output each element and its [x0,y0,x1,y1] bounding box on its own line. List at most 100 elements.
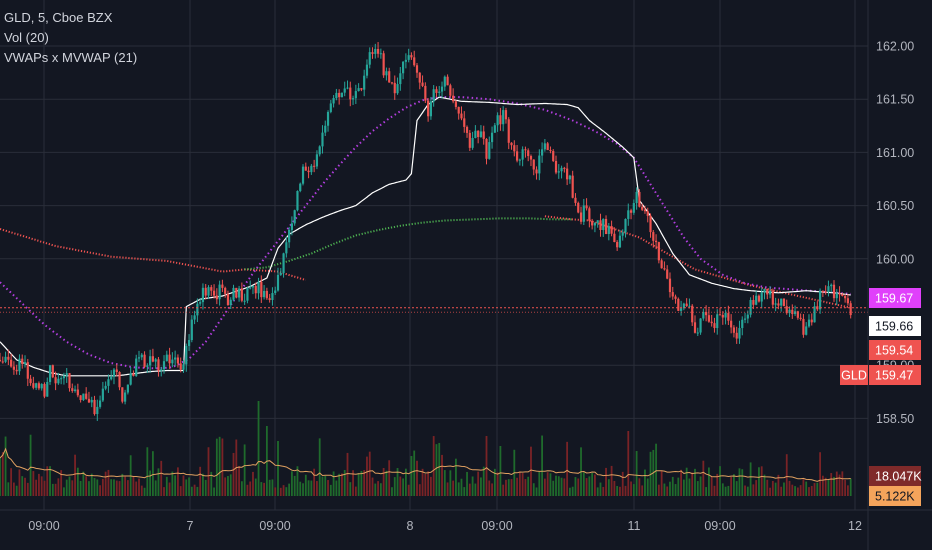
price-tick-label: 160.50 [876,199,914,213]
candle-body [568,175,571,180]
volume-bar [324,475,327,496]
candle-body [32,383,35,388]
candle-body [613,233,616,243]
volume-bar [29,434,32,496]
volume-bar [338,473,341,496]
candle-body [132,373,135,376]
candle-body [221,284,224,288]
candle-body [524,149,527,151]
volume-bar [246,484,249,496]
candle-body [768,290,772,295]
volume-bar [71,480,74,496]
candle-body [162,361,166,370]
candle-body [471,137,474,148]
volume-bar [416,460,418,496]
candle-body [413,57,416,66]
candle-body [629,210,633,213]
volume-bar [566,441,569,496]
volume-bar [346,452,349,496]
volume-bar [510,479,513,496]
candle-body [763,288,766,293]
volume-bar [332,471,335,496]
candle-body [126,384,129,393]
volume-bar [293,475,296,496]
candle-body [112,369,116,377]
volume-bar [318,438,321,496]
volume-bar [760,466,763,496]
candle-body [218,284,221,300]
volume-bar [710,476,713,496]
candle-body [421,82,424,86]
volume-bar [485,436,488,496]
candle-body [257,281,260,294]
volume-bar [649,451,652,496]
candle-body [23,362,27,365]
volume-bar [341,473,343,496]
candle-body [777,303,780,306]
volume-bar [238,466,240,496]
candle-body [755,295,758,305]
volume-bar [771,480,774,496]
volume-bar [93,477,96,496]
candle-body [710,321,713,324]
volume-bar [830,473,833,496]
legend-indicator[interactable]: VWAPs x MVWAP (21) [4,50,138,65]
volume-bar [460,478,463,496]
candle-body [702,312,705,319]
candle-body [460,113,463,119]
candle-body [90,399,93,403]
volume-bar [610,465,613,496]
candle-body [224,287,227,294]
volume-bar [257,401,260,496]
candle-body [554,160,558,173]
candle-body [496,115,499,126]
candle-body [265,290,268,299]
candle-body [65,373,68,376]
candle-body [268,298,271,301]
candle-body [204,287,207,296]
volume-bar [755,480,758,496]
candle-body [835,292,838,299]
volume-bar [591,472,594,496]
volume-bar [574,477,577,496]
candle-body [452,95,455,102]
legend-volume[interactable]: Vol (20) [4,30,49,45]
candle-body [844,296,847,299]
candle-body [591,220,594,226]
volume-bar [24,477,26,496]
time-tick-label: 09:00 [704,519,735,533]
volume-bar [354,486,357,496]
volume-bar [635,451,638,496]
candle-body [821,290,824,292]
candle-body [632,203,635,213]
volume-bar [713,485,716,496]
candle-body [743,318,747,320]
volume-bar [210,471,213,496]
volume-bar [552,480,555,496]
volume-bar [188,477,190,496]
candle-body [438,91,441,93]
volume-bar [805,481,808,496]
candle-body [135,358,138,376]
volume-bar [482,466,485,496]
volume-bar [7,482,10,496]
candle-body [71,388,74,391]
volume-bar [796,487,799,496]
volume-bar [702,460,705,496]
candle-body [429,101,432,117]
volume-bar [4,436,7,496]
volume-bar [157,468,160,496]
time-tick-label: 09:00 [28,519,59,533]
candle-body [385,71,388,76]
legend-symbol[interactable]: GLD, 5, Cboe BZX [4,10,113,25]
volume-bar [352,470,354,496]
volume-bar [560,477,563,496]
volume-bar [140,485,143,496]
candle-body [596,220,599,223]
candle-body [7,356,10,360]
candle-body [326,111,330,126]
candle-body [215,295,218,300]
candle-body [657,242,660,261]
volume-bar [388,460,391,496]
